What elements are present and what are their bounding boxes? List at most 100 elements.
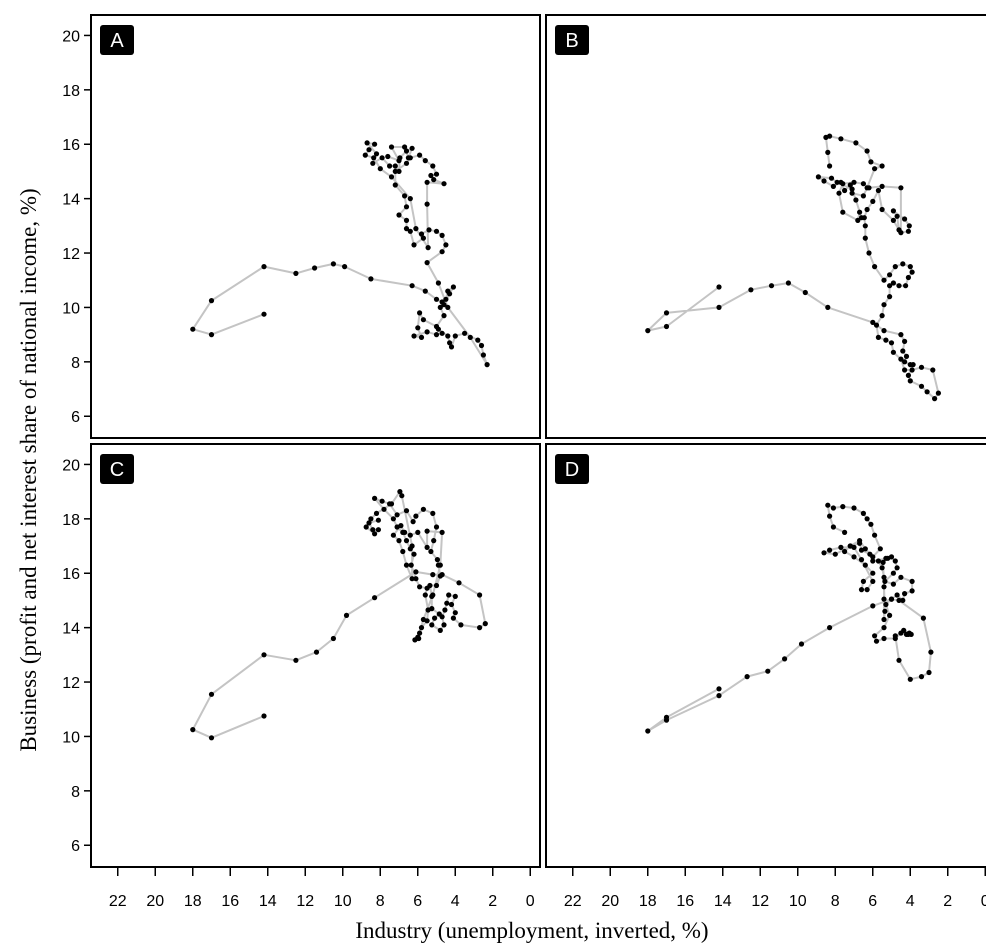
data-point bbox=[864, 148, 870, 154]
x-axis-left: 22 20 18 16 14 12 10 8 6 4 2 0 bbox=[109, 867, 535, 910]
data-point bbox=[862, 562, 868, 568]
x-tick-label: 4 bbox=[451, 893, 460, 910]
data-point bbox=[362, 152, 368, 158]
y-tick-label: 20 bbox=[62, 457, 80, 474]
data-point bbox=[823, 134, 829, 140]
data-point bbox=[645, 328, 651, 334]
data-point bbox=[883, 337, 889, 343]
data-point bbox=[190, 326, 196, 332]
data-point bbox=[842, 529, 848, 536]
data-point bbox=[415, 634, 421, 640]
data-point bbox=[379, 155, 385, 161]
data-point bbox=[935, 390, 942, 396]
data-point bbox=[407, 228, 413, 234]
data-point bbox=[400, 548, 406, 555]
data-point bbox=[888, 340, 895, 346]
y-axis-bottom: 6 8 10 12 14 16 18 20 bbox=[62, 457, 91, 855]
data-point bbox=[388, 174, 395, 180]
data-point bbox=[430, 572, 436, 578]
data-point bbox=[426, 227, 432, 233]
data-point bbox=[864, 516, 870, 522]
data-point bbox=[445, 333, 451, 339]
data-point bbox=[842, 548, 848, 555]
data-point bbox=[798, 641, 805, 647]
data-point bbox=[442, 607, 448, 613]
data-point bbox=[860, 510, 867, 516]
data-point bbox=[444, 600, 450, 606]
data-point bbox=[413, 226, 419, 232]
data-point bbox=[439, 249, 445, 255]
data-point bbox=[828, 175, 835, 181]
data-point bbox=[452, 333, 458, 339]
x-tick-label: 10 bbox=[789, 893, 807, 910]
data-point bbox=[409, 543, 415, 549]
data-point bbox=[918, 383, 925, 389]
data-point bbox=[890, 349, 897, 355]
data-point bbox=[855, 217, 861, 223]
data-point bbox=[905, 228, 912, 234]
data-point bbox=[928, 649, 934, 655]
data-point bbox=[373, 151, 380, 157]
data-point bbox=[411, 551, 417, 557]
data-point bbox=[918, 674, 925, 680]
data-point bbox=[430, 510, 436, 516]
data-point bbox=[834, 179, 840, 185]
data-point bbox=[430, 163, 436, 169]
data-point bbox=[441, 313, 447, 319]
data-point bbox=[387, 163, 393, 169]
data-point bbox=[435, 326, 441, 332]
data-point bbox=[932, 396, 938, 402]
data-point bbox=[663, 323, 670, 330]
panel-label-badge bbox=[100, 25, 134, 55]
data-point bbox=[413, 569, 419, 575]
data-point bbox=[879, 206, 885, 213]
x-tick-label: 22 bbox=[564, 893, 582, 910]
data-point bbox=[413, 576, 419, 582]
y-axis-top: 6 8 10 12 14 16 18 20 bbox=[62, 28, 91, 426]
data-point bbox=[860, 193, 867, 199]
data-point bbox=[407, 196, 413, 202]
panel-d: D bbox=[545, 443, 986, 868]
data-point bbox=[716, 284, 722, 290]
y-tick-label: 6 bbox=[71, 409, 80, 426]
data-point bbox=[433, 228, 440, 234]
data-point bbox=[902, 359, 908, 365]
data-point bbox=[864, 587, 870, 593]
data-point bbox=[849, 186, 855, 192]
data-point bbox=[872, 532, 878, 538]
data-point bbox=[900, 597, 906, 604]
data-point bbox=[868, 521, 874, 527]
y-tick-label: 14 bbox=[62, 192, 80, 209]
data-point bbox=[881, 616, 887, 623]
panel-frame bbox=[90, 443, 541, 868]
panel-label-badge bbox=[100, 454, 134, 484]
data-point bbox=[431, 177, 437, 183]
data-point bbox=[462, 330, 468, 336]
data-point bbox=[424, 201, 430, 207]
data-point bbox=[433, 296, 440, 302]
data-point bbox=[748, 287, 754, 293]
data-point bbox=[898, 332, 904, 338]
data-point bbox=[190, 727, 196, 733]
data-point bbox=[415, 529, 421, 536]
data-point bbox=[424, 528, 430, 534]
data-point bbox=[881, 574, 887, 580]
data-point bbox=[862, 546, 868, 552]
y-tick-label: 10 bbox=[62, 729, 80, 746]
data-point bbox=[920, 615, 927, 621]
data-point bbox=[892, 558, 898, 564]
data-point bbox=[827, 513, 833, 519]
data-point bbox=[887, 612, 893, 619]
y-tick-label: 16 bbox=[62, 137, 80, 154]
data-point bbox=[403, 538, 410, 544]
data-point bbox=[870, 558, 876, 564]
data-point bbox=[870, 570, 876, 576]
data-point bbox=[480, 352, 486, 358]
data-point bbox=[926, 669, 932, 676]
data-point bbox=[827, 163, 833, 169]
data-point bbox=[330, 635, 336, 642]
x-tick-label: 2 bbox=[943, 893, 952, 910]
data-point bbox=[312, 265, 318, 271]
data-point bbox=[870, 554, 876, 560]
data-point bbox=[411, 242, 417, 248]
